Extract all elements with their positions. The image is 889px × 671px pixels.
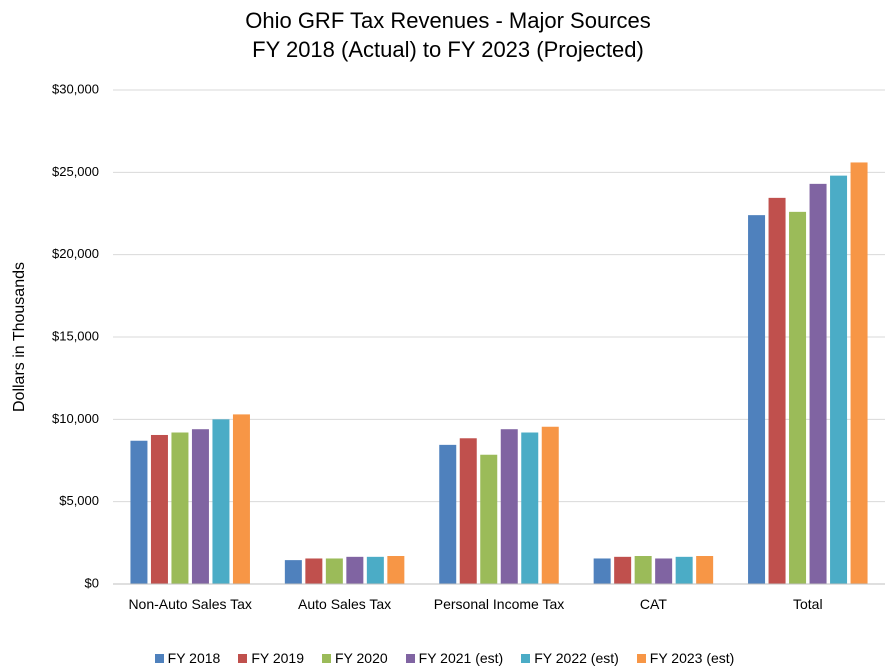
legend-item: FY 2023 (est) [636, 650, 735, 666]
bar [150, 434, 168, 584]
bar [212, 419, 230, 584]
bar [232, 414, 250, 584]
legend-label: FY 2022 (est) [534, 650, 619, 666]
bar [284, 560, 302, 584]
legend-swatch [636, 653, 646, 663]
y-tick-label: $0 [85, 575, 99, 590]
legend-item: FY 2020 [321, 650, 388, 666]
bar [809, 183, 827, 585]
bar [439, 444, 457, 584]
bar [789, 211, 807, 584]
legend-swatch [154, 653, 164, 663]
bar [171, 432, 189, 584]
legend-label: FY 2019 [251, 650, 304, 666]
bar [480, 454, 498, 584]
y-tick-label: $15,000 [52, 328, 99, 343]
legend-item: FY 2021 (est) [405, 650, 504, 666]
x-tick-label: Personal Income Tax [433, 596, 565, 612]
bar [541, 426, 559, 584]
legend-swatch [238, 653, 248, 663]
bar [325, 558, 343, 584]
y-tick-label: $30,000 [52, 81, 99, 96]
legend-swatch [405, 653, 415, 663]
bar [675, 556, 693, 584]
bar [387, 556, 405, 584]
bar [768, 197, 786, 584]
bar [748, 215, 766, 584]
bar [614, 556, 632, 584]
bar [655, 558, 673, 584]
y-tick-label: $20,000 [52, 246, 99, 261]
legend-label: FY 2021 (est) [418, 650, 504, 666]
bar [830, 175, 848, 585]
y-axis-label: Dollars in Thousands [11, 262, 28, 412]
bar [459, 438, 477, 584]
y-tick-label: $25,000 [52, 164, 99, 179]
y-tick-label: $5,000 [59, 493, 99, 508]
bar [634, 556, 652, 584]
bar [191, 429, 209, 584]
legend-label: FY 2023 (est) [649, 650, 735, 666]
bar [521, 432, 539, 584]
bar [346, 556, 364, 584]
x-tick-label: Auto Sales Tax [298, 596, 392, 612]
legend-swatch [521, 653, 531, 663]
legend-label: FY 2020 [334, 650, 388, 666]
legend-label: FY 2018 [167, 650, 221, 666]
chart-title: Ohio GRF Tax Revenues - Major Sources [245, 8, 651, 33]
bar [130, 440, 148, 584]
x-tick-label: CAT [639, 596, 667, 612]
legend: FY 2018 FY 2019 FY 2020 FY 2021 (est) FY 202… [0, 650, 889, 666]
x-tick-label: Non-Auto Sales Tax [128, 596, 252, 612]
legend-item: FY 2018 [154, 650, 221, 666]
y-tick-label: $10,000 [52, 411, 99, 426]
bar [593, 558, 611, 584]
legend-item: FY 2022 (est) [521, 650, 619, 666]
legend-swatch [321, 653, 331, 663]
bar [696, 556, 714, 584]
x-tick-label: Total [793, 596, 823, 612]
bar [305, 558, 323, 584]
bar [366, 556, 384, 584]
bar [850, 162, 868, 584]
bar [500, 429, 518, 584]
legend-item: FY 2019 [238, 650, 304, 666]
chart-subtitle: FY 2018 (Actual) to FY 2023 (Projected) [252, 37, 644, 62]
